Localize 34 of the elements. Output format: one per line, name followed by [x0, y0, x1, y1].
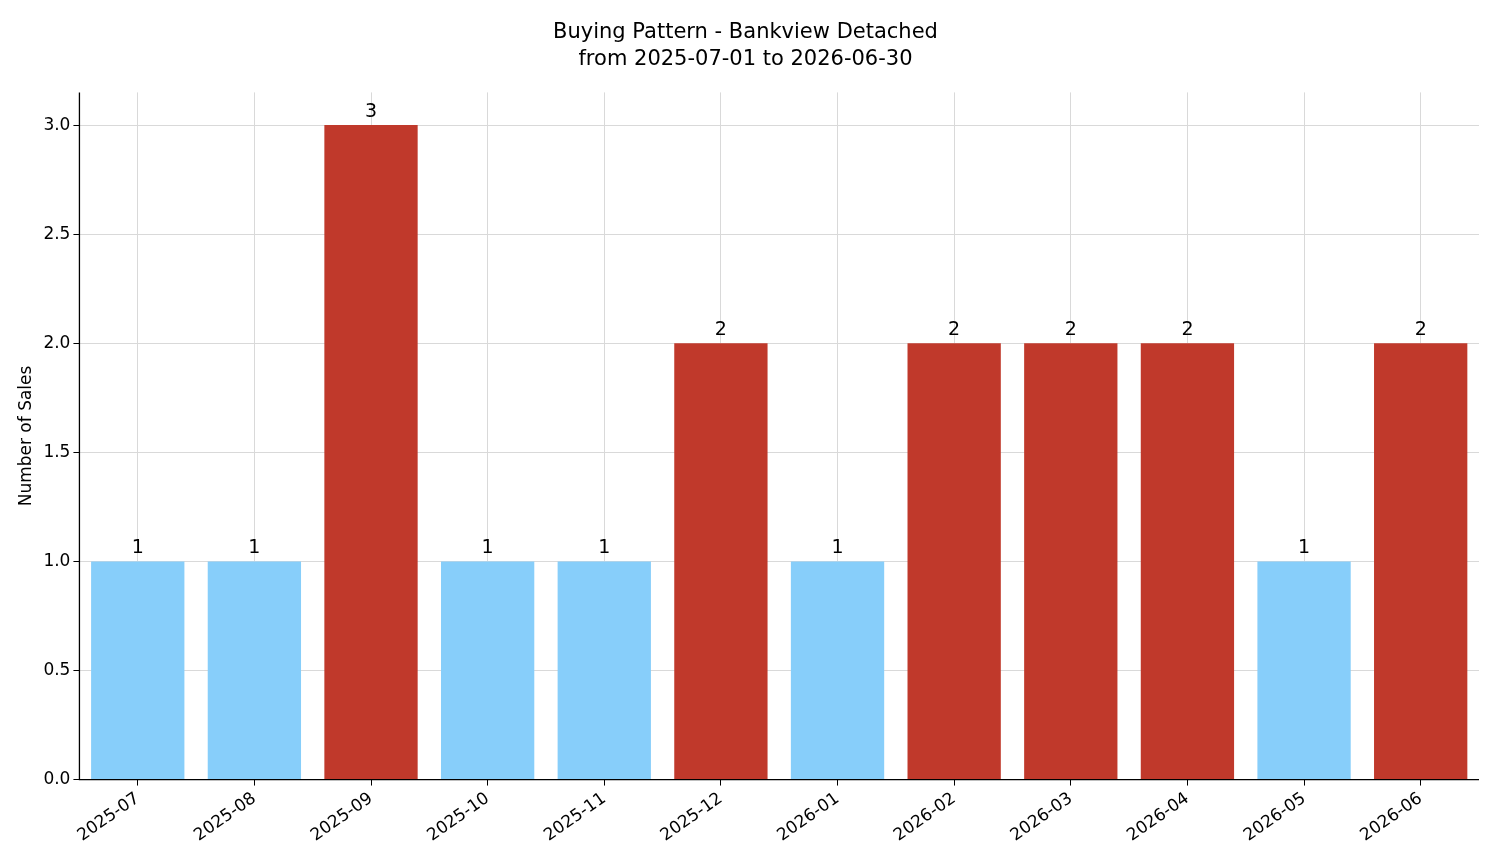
data-label: 2 — [948, 316, 961, 339]
bar — [440, 561, 535, 780]
bar — [91, 561, 185, 780]
data-label: 1 — [831, 534, 844, 557]
y-tick-label: 3.0 — [43, 113, 71, 134]
data-label: 2 — [1181, 316, 1194, 339]
data-label: 1 — [481, 534, 494, 557]
bar — [674, 343, 768, 780]
data-label: 2 — [1064, 316, 1077, 339]
chart-subtitle: from 2025-07-01 to 2026-06-30 — [578, 46, 913, 71]
bar — [557, 561, 651, 780]
data-label: 1 — [131, 534, 144, 557]
data-label: 2 — [714, 316, 727, 339]
bar — [790, 561, 885, 780]
y-tick-label: 2.0 — [43, 331, 71, 352]
y-tick-label: 1.5 — [43, 440, 71, 461]
data-label: 1 — [248, 534, 261, 557]
y-tick-label: 1.0 — [43, 549, 71, 570]
bar — [207, 561, 302, 780]
data-label: 1 — [1298, 534, 1311, 557]
bar — [907, 343, 1001, 780]
data-label: 3 — [364, 98, 378, 121]
y-tick-label: 0.5 — [43, 658, 71, 679]
bar — [1374, 343, 1468, 780]
data-label: 1 — [598, 534, 611, 557]
y-tick-label: 0.0 — [43, 767, 71, 788]
bar — [1140, 343, 1235, 780]
chart-title: Buying Pattern - Bankview Detached — [553, 19, 938, 44]
data-label: 2 — [1414, 316, 1427, 339]
bar — [1257, 561, 1351, 780]
bar — [1024, 343, 1118, 780]
y-tick-label: 2.5 — [43, 222, 71, 243]
bar — [324, 125, 418, 780]
y-axis-title: Number of Sales — [14, 365, 35, 507]
